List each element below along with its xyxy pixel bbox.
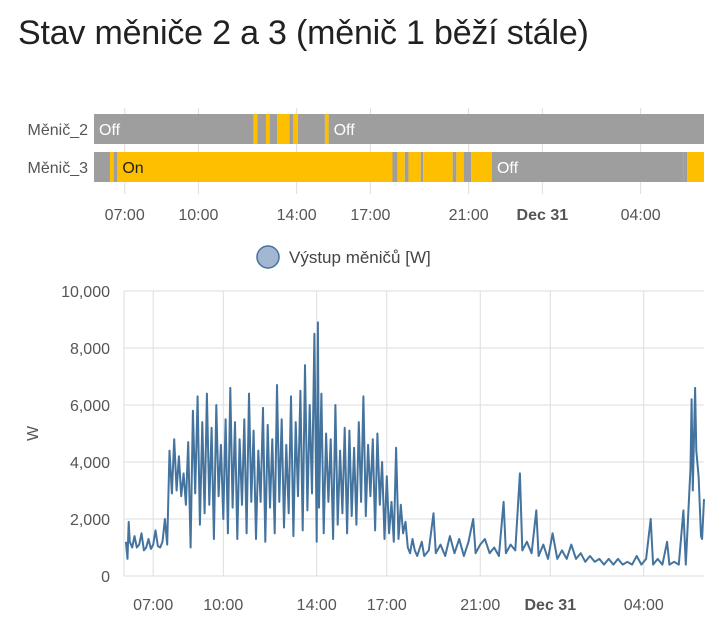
timeline-segment-on[interactable] [687, 152, 704, 182]
timeline-segment-label: Off [334, 122, 356, 139]
timeline-segment-off[interactable] [297, 114, 325, 144]
y-tick-label: 6,000 [70, 398, 110, 415]
timeline-segment-on[interactable] [397, 152, 405, 182]
y-tick-label: 2,000 [70, 512, 110, 529]
timeline-segment-off[interactable] [94, 152, 110, 182]
y-axis-label: W [25, 425, 42, 441]
timeline-segment-off[interactable] [420, 152, 424, 182]
page-title: Stav měniče 2 a 3 (měnič 1 běží stále) [18, 14, 589, 52]
timeline-segment-off[interactable] [463, 152, 472, 182]
timeline-segment-on[interactable] [253, 114, 258, 144]
timeline-segment-off[interactable] [289, 114, 293, 144]
legend-swatch [256, 245, 280, 269]
y-tick-label: 10,000 [61, 284, 110, 301]
timeline-segment-on[interactable] [265, 114, 270, 144]
x-tick-label: 17:00 [367, 597, 407, 614]
timeline-segment-on[interactable] [117, 152, 393, 182]
series-line [124, 321, 705, 566]
timeline-x-tick-label: 07:00 [105, 207, 145, 224]
timeline-segment-on[interactable] [277, 114, 290, 144]
timeline-x-tick-label: Dec 31 [517, 207, 569, 224]
chart-legend[interactable]: Výstup měničů [W] [256, 245, 431, 269]
timeline-segment-off[interactable] [683, 152, 688, 182]
x-tick-label: 07:00 [133, 597, 173, 614]
timeline-segment-off[interactable] [269, 114, 278, 144]
y-tick-label: 0 [101, 569, 110, 586]
legend-label: Výstup měničů [W] [289, 248, 431, 267]
timeline-segment-on[interactable] [456, 152, 464, 182]
x-tick-label: 10:00 [203, 597, 243, 614]
y-tick-label: 8,000 [70, 341, 110, 358]
timeline-segment-on[interactable] [471, 152, 492, 182]
x-tick-label: Dec 31 [525, 597, 577, 614]
x-tick-label: 21:00 [460, 597, 500, 614]
timeline-x-tick-label: 17:00 [350, 207, 390, 224]
x-tick-label: 04:00 [624, 597, 664, 614]
timeline-segment-on[interactable] [408, 152, 421, 182]
timeline-segment-label: On [122, 160, 143, 177]
timeline-segment-off[interactable] [404, 152, 409, 182]
timeline-row-label: Měnič_2 [28, 122, 89, 139]
timeline-x-tick-label: 21:00 [449, 207, 489, 224]
timeline-segment-off[interactable] [257, 114, 266, 144]
timeline-row-label: Měnič_3 [28, 160, 89, 177]
timeline-segment-off[interactable] [94, 114, 254, 144]
timeline-x-tick-label: 14:00 [277, 207, 317, 224]
timeline-segment-off[interactable] [328, 114, 704, 144]
timeline-segment-off[interactable] [491, 152, 684, 182]
timeline-segment-on[interactable] [324, 114, 329, 144]
timeline-segment-on[interactable] [423, 152, 453, 182]
timeline-x-tick-label: 04:00 [621, 207, 661, 224]
timeline-segment-off[interactable] [452, 152, 457, 182]
timeline-x-tick-label: 10:00 [178, 207, 218, 224]
y-tick-label: 4,000 [70, 455, 110, 472]
timeline-segment-on[interactable] [292, 114, 298, 144]
x-tick-label: 14:00 [297, 597, 337, 614]
timeline-segment-off[interactable] [113, 152, 118, 182]
timeline-segment-label: Off [497, 160, 519, 177]
timeline-segment-label: Off [99, 122, 121, 139]
timeline-segment-off[interactable] [392, 152, 398, 182]
timeline-segment-on[interactable] [109, 152, 114, 182]
